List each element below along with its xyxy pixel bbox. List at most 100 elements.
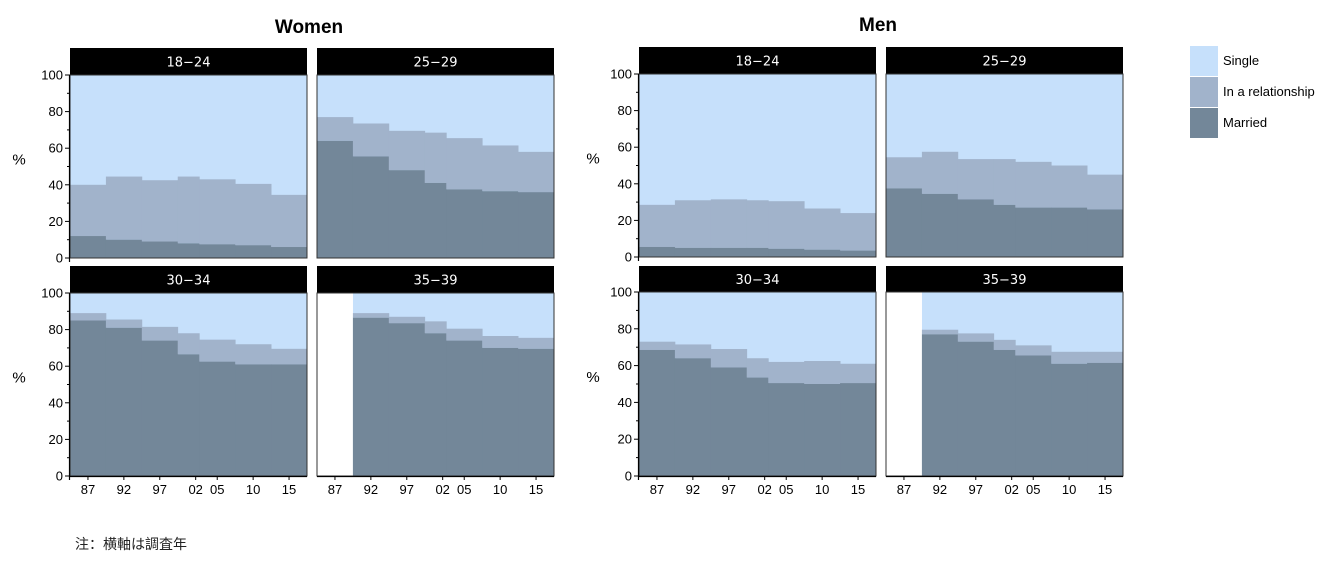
panel-strip-label: 25−29 [983, 55, 1027, 70]
relationship-bar [271, 194, 308, 248]
y-tick-label: 20 [618, 213, 632, 228]
y-tick-label: 60 [618, 358, 632, 373]
y-tick-label: 0 [56, 251, 63, 266]
relationship-bar [674, 344, 712, 359]
relationship-bar [482, 145, 519, 192]
relationship-bar [957, 333, 995, 342]
panel-women-0: 18−24 0 20 40 60 80 100% [12, 48, 308, 266]
panel-strip-label: 30−34 [736, 273, 780, 288]
relationship-bar [105, 176, 143, 240]
married-bar [921, 193, 959, 257]
y-tick-label: 80 [49, 104, 63, 119]
relationship-bar [424, 132, 447, 183]
x-tick-label: 05 [457, 482, 471, 497]
panel-border [316, 74, 555, 259]
married-bar [317, 140, 354, 258]
relationship-bar [105, 319, 143, 328]
relationship-bar [746, 200, 769, 248]
panel-strip [886, 47, 1123, 74]
legend-label-married: Married [1223, 115, 1267, 130]
y-tick-label: 100 [610, 285, 632, 300]
married-bar [141, 241, 179, 258]
group-title: Women [275, 17, 343, 38]
panel-men-0: 18−24 0 20 40 60 80 100% [586, 47, 877, 265]
relationship-bar [1051, 351, 1088, 364]
married-bar [424, 182, 447, 258]
y-tick-label: 100 [41, 286, 63, 301]
y-tick-label: 80 [49, 322, 63, 337]
panel-strip-label: 35−39 [983, 273, 1027, 288]
x-tick-label: 92 [686, 482, 700, 497]
x-tick-label: 87 [650, 482, 664, 497]
relationship-bar [70, 184, 107, 237]
married-bar [674, 247, 712, 257]
relationship-bar [710, 349, 748, 368]
panel-strip [886, 266, 1123, 292]
married-bar [993, 349, 1016, 476]
relationship-bar [235, 344, 272, 365]
x-tick-label: 15 [529, 482, 543, 497]
married-bar [639, 246, 676, 257]
relationship-bar [674, 200, 712, 248]
married-bar [482, 347, 519, 476]
relationship-bar [1087, 351, 1124, 363]
x-tick-label: 92 [364, 482, 378, 497]
relationship-bar [840, 213, 877, 251]
x-tick-label: 97 [722, 482, 736, 497]
married-bar [840, 383, 877, 476]
married-bar [388, 170, 426, 258]
panel-strip-label: 18−24 [736, 55, 780, 70]
x-tick-label: 15 [282, 482, 296, 497]
panel-men-1: 25−29 [885, 47, 1124, 258]
y-axis-label: % [12, 370, 25, 387]
relationship-bar [141, 180, 179, 242]
x-tick-label: 05 [1026, 482, 1040, 497]
x-tick-label: 10 [815, 482, 829, 497]
married-bar [1015, 355, 1052, 476]
x-tick-label: 02 [1004, 482, 1018, 497]
panel-strip-label: 35−39 [414, 274, 458, 289]
married-bar [70, 320, 107, 476]
relationship-bar [199, 339, 236, 362]
y-tick-label: 80 [618, 103, 632, 118]
married-bar [1087, 362, 1124, 476]
relationship-bar [424, 321, 447, 334]
married-bar [388, 323, 426, 476]
relationship-bar [518, 337, 555, 349]
y-axis-label: % [12, 152, 25, 169]
panel-women-1: 25−29 [316, 48, 555, 259]
married-bar [518, 348, 555, 476]
y-tick-label: 60 [618, 140, 632, 155]
chart-group-men: Men18−24020406080100%25−2930−34020406080… [586, 15, 1124, 497]
married-bar [352, 156, 390, 258]
married-bar [199, 361, 236, 476]
married-bar [639, 349, 676, 476]
legend-label-relationship: In a relationship [1223, 84, 1315, 99]
relationship-bar [840, 363, 877, 384]
missing-data-area [317, 293, 353, 476]
y-tick-label: 20 [49, 432, 63, 447]
married-bar [804, 249, 841, 257]
married-bar [105, 239, 143, 258]
panel-men-2: 30−34 0 20 40 60 80 100% 87 92 97 02 05 10 15 [586, 266, 877, 497]
panel-men-3: 35−39 87 92 97 02 05 10 15 [885, 266, 1124, 497]
y-tick-label: 80 [618, 321, 632, 336]
x-tick-label: 97 [153, 482, 167, 497]
relationship-bar [768, 201, 805, 249]
married-bar [957, 341, 995, 476]
panel-women-3: 35−39 87 92 97 02 05 10 15 [316, 266, 555, 497]
relationship-bar [957, 159, 995, 200]
relationship-bar [388, 130, 426, 171]
married-bar [710, 367, 748, 476]
married-bar [271, 247, 308, 258]
relationship-bar [1087, 174, 1124, 210]
x-tick-label: 97 [969, 482, 983, 497]
married-bar [1051, 363, 1088, 476]
relationship-bar [993, 339, 1016, 350]
y-tick-label: 40 [618, 176, 632, 191]
relationship-bar [1051, 165, 1088, 208]
x-tick-label: 15 [851, 482, 865, 497]
married-bar [271, 364, 308, 476]
legend-swatch-married [1190, 108, 1218, 138]
x-tick-label: 92 [933, 482, 947, 497]
